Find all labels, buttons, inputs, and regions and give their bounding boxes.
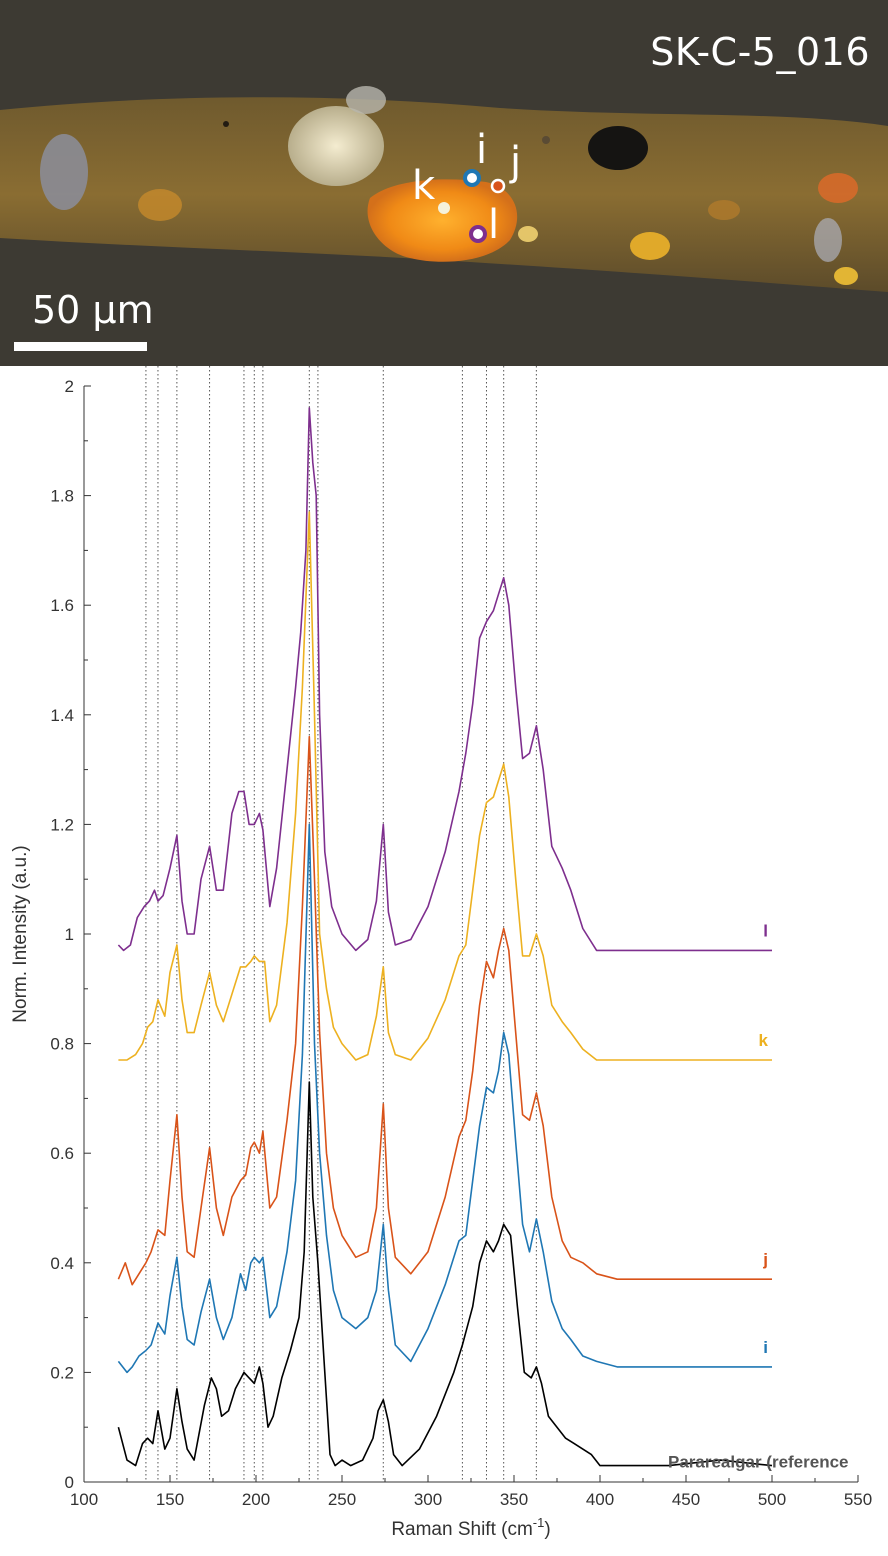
series-line-k <box>118 511 772 1061</box>
spot-label-j: j <box>510 139 522 185</box>
x-axis-label: Raman Shift (cm-1) <box>391 1515 550 1540</box>
series-line-i <box>117 823 772 1374</box>
spot-i-marker <box>463 169 481 187</box>
series-line-j <box>117 735 772 1286</box>
axes: 0 0.2 0.4 0.6 0.8 1 1.2 1.4 1.6 1.8 2 100 150 200 250 3… <box>10 377 872 1540</box>
spot-label-k: k <box>412 163 436 209</box>
y-tick-label: 1.2 <box>50 815 74 834</box>
x-tick-label: 250 <box>328 1490 356 1509</box>
series-lines <box>117 407 773 1467</box>
y-axis-label: Norm. Intensity (a.u.) <box>10 845 31 1022</box>
x-tick-label: 450 <box>672 1490 700 1509</box>
series-label-j: j <box>762 1250 768 1269</box>
series-label-k: k <box>759 1031 769 1050</box>
x-tick-label: 500 <box>758 1490 786 1509</box>
series-line-l <box>117 407 772 952</box>
micrograph-photo: SK-C-5_016 i j k l 50 μm <box>0 0 888 366</box>
y-tick-label: 1.6 <box>50 596 74 615</box>
series-labels: Pararealgar (reference i j k l <box>668 921 849 1471</box>
spot-label-l: l <box>488 202 500 248</box>
y-tick-label: 0.6 <box>50 1144 74 1163</box>
y-tick-label: 0.2 <box>50 1363 74 1382</box>
raman-chart-svg: 0 0.2 0.4 0.6 0.8 1 1.2 1.4 1.6 1.8 2 100 150 200 250 3… <box>10 366 872 1540</box>
x-tick-label: 150 <box>156 1490 184 1509</box>
spot-j-marker <box>490 178 506 194</box>
x-tick-label: 300 <box>414 1490 442 1509</box>
y-tick-label: 1.4 <box>50 706 74 725</box>
x-tick-label: 100 <box>70 1490 98 1509</box>
series-label-reference: Pararealgar (reference <box>668 1453 849 1472</box>
y-tick-label: 2 <box>65 377 74 396</box>
y-tick-label: 0 <box>65 1473 74 1492</box>
x-tick-label: 400 <box>586 1490 614 1509</box>
x-tick-label: 550 <box>844 1490 872 1509</box>
y-tick-label: 1 <box>65 925 74 944</box>
x-tick-label: 200 <box>242 1490 270 1509</box>
micrograph-image <box>0 0 888 366</box>
scale-bar-label: 50 μm <box>32 288 154 332</box>
series-line-reference <box>117 1081 773 1467</box>
raman-chart: 0 0.2 0.4 0.6 0.8 1 1.2 1.4 1.6 1.8 2 100 150 200 250 3… <box>0 366 888 1551</box>
y-tick-label: 1.8 <box>50 487 74 506</box>
series-label-l: l <box>763 921 768 940</box>
scale-bar <box>14 342 147 351</box>
y-tick-label: 0.8 <box>50 1035 74 1054</box>
spot-label-i: i <box>476 127 488 173</box>
y-tick-label: 0.4 <box>50 1254 74 1273</box>
sample-id-label: SK-C-5_016 <box>650 30 870 74</box>
spot-k-marker <box>438 202 450 214</box>
series-label-i: i <box>763 1338 768 1357</box>
spot-l-marker <box>469 225 487 243</box>
x-tick-label: 350 <box>500 1490 528 1509</box>
